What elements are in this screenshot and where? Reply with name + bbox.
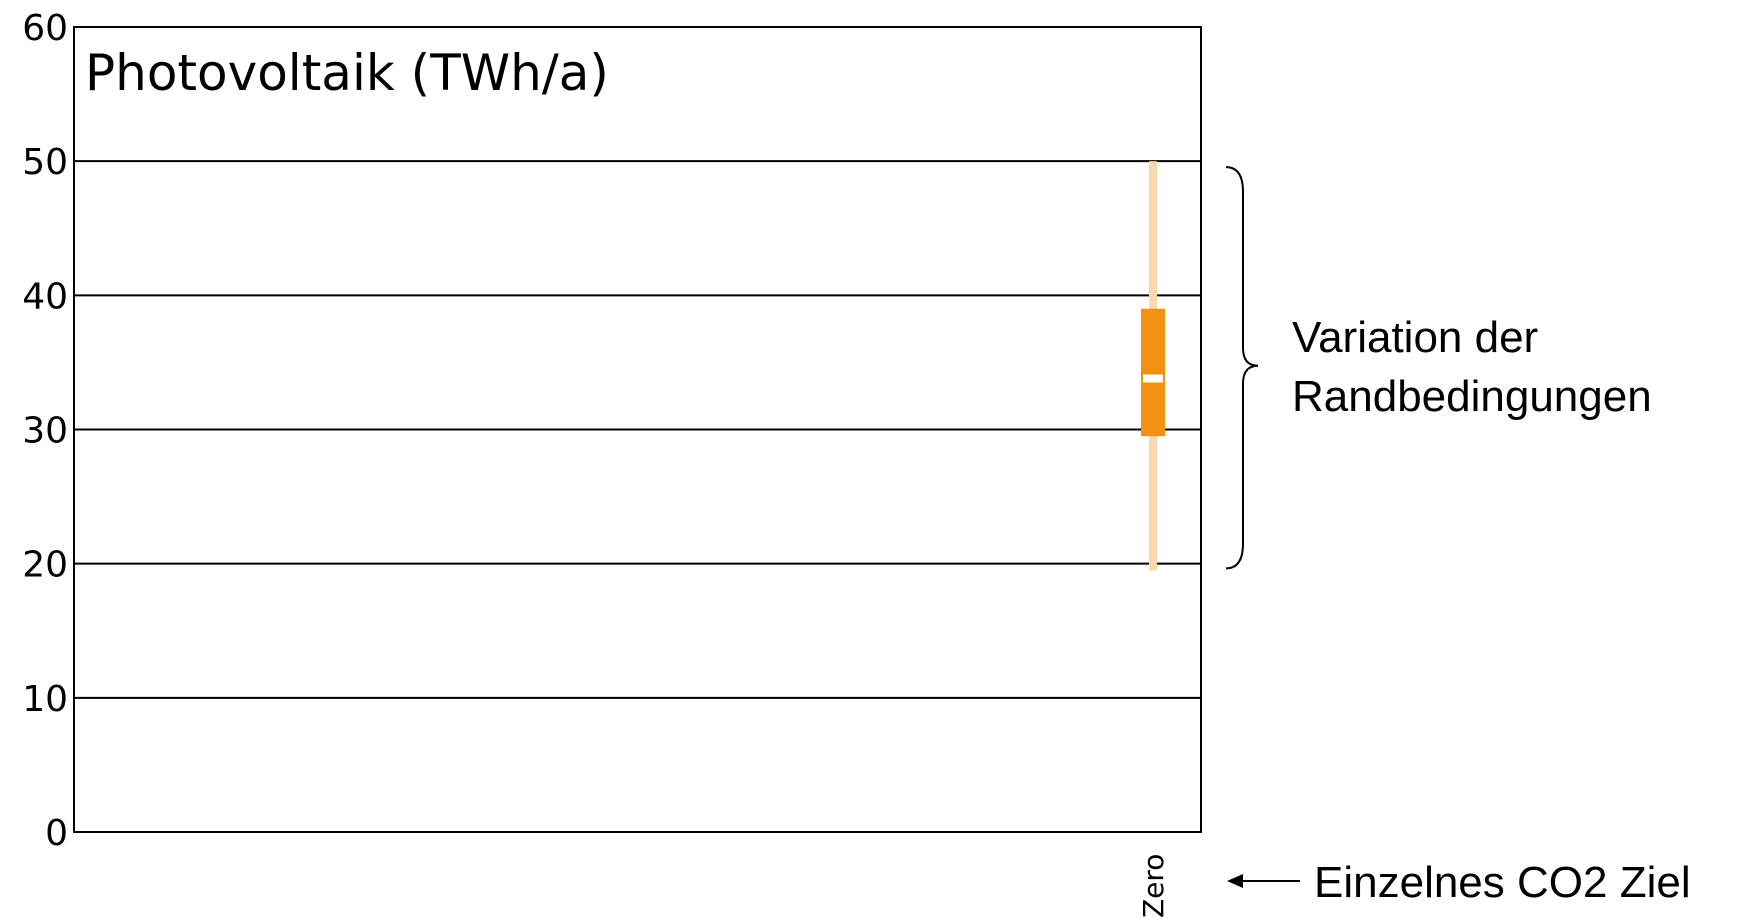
range-annotation-line1: Variation der [1292,313,1538,362]
box-marks [1141,161,1165,571]
x-category-labels: Zero [1137,854,1170,918]
range-annotation-line2: Randbedingungen [1292,372,1652,421]
y-tick-labels: 0 10 20 30 40 50 60 [22,8,68,854]
box-iqr [1141,308,1165,437]
y-tick-label: 40 [22,276,68,317]
median-marker [1143,374,1163,383]
x-category-label: Zero [1137,854,1170,918]
plot-frame [73,26,1202,833]
y-tick-label: 50 [22,142,68,183]
y-tick-label: 30 [22,411,68,452]
y-tick-label: 60 [22,8,68,49]
target-annotation: Einzelnes CO2 Ziel [1314,858,1691,907]
chart-title: Photovoltaik (TWh/a) [85,44,609,102]
y-tick-label: 0 [45,813,68,854]
target-arrow-head [1227,874,1243,888]
range-brace [1225,166,1259,570]
grid-lines [74,160,1201,699]
y-tick-label: 10 [22,679,68,720]
y-tick-label: 20 [22,545,68,586]
